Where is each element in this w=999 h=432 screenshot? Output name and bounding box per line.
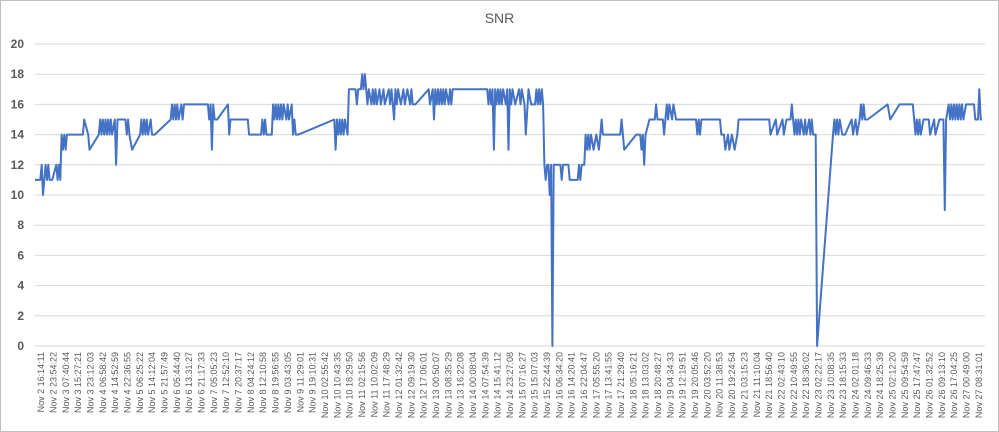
x-tick-label: Nov 13 16:22:08 xyxy=(456,352,466,418)
x-tick-label: Nov 3 23:12:03 xyxy=(86,352,96,413)
y-tick-label: 2 xyxy=(17,309,24,323)
x-tick-label: Nov 20 11:38:53 xyxy=(715,352,725,417)
x-tick-label: Nov 13 08:35:29 xyxy=(443,352,453,418)
y-tick-label: 10 xyxy=(11,188,25,202)
x-tick-label: Nov 22 18:36:02 xyxy=(801,352,811,418)
x-tick-label: Nov 5 21:57:49 xyxy=(160,352,170,413)
x-tick-label: Nov 6 21:17:33 xyxy=(197,352,207,413)
x-tick-label: Nov 16 14:20:41 xyxy=(567,352,577,418)
x-tick-label: Nov 19 04:34:33 xyxy=(665,352,675,418)
x-tick-label: Nov 3 15:27:21 xyxy=(73,352,83,413)
x-tick-label: Nov 25 02:12:20 xyxy=(887,352,897,418)
x-tick-label: Nov 17 13:41:55 xyxy=(604,352,614,418)
x-tick-label: Nov 25 09:54:59 xyxy=(900,352,910,418)
y-tick-label: 16 xyxy=(11,97,25,111)
x-tick-label: Nov 23 18:15:33 xyxy=(838,352,848,418)
x-tick-label: Nov 14 00:08:04 xyxy=(468,352,478,418)
x-tick-label: Nov 10 10:43:35 xyxy=(332,352,342,418)
x-tick-label: Nov 7 05:05:23 xyxy=(209,352,219,413)
x-tick-label: Nov 8 19:56:55 xyxy=(271,352,281,413)
x-tick-label: Nov 24 09:46:33 xyxy=(863,352,873,418)
y-tick-label: 8 xyxy=(17,218,24,232)
x-tick-label: Nov 7 12:52:10 xyxy=(221,352,231,413)
x-tick-label: Nov 6 13:31:27 xyxy=(184,352,194,413)
x-tick-label: Nov 16 06:34:20 xyxy=(554,352,564,418)
x-tick-label: Nov 21 03:15:23 xyxy=(739,352,749,418)
x-tick-label: Nov 15 22:44:39 xyxy=(542,352,552,418)
x-tick-label: Nov 5 14:12:04 xyxy=(147,352,157,413)
x-tick-label: Nov 6 05:44:40 xyxy=(172,352,182,413)
x-tick-label: Nov 9 19:10:31 xyxy=(308,352,318,413)
x-tick-label: Nov 21 11:10:04 xyxy=(752,352,762,417)
x-tick-label: Nov 2 23:54:22 xyxy=(49,352,59,413)
y-tick-label: 0 xyxy=(17,339,24,353)
x-tick-label: Nov 19 20:05:46 xyxy=(690,352,700,418)
y-tick-label: 18 xyxy=(11,67,25,81)
x-tick-label: Nov 12 17:06:01 xyxy=(419,352,429,418)
x-tick-label: Nov 24 02:01:18 xyxy=(850,352,860,418)
x-tick-label: Nov 12 01:32:42 xyxy=(394,352,404,418)
x-tick-label: Nov 26 17:04:25 xyxy=(949,352,959,418)
x-tick-label: Nov 11 10:02:09 xyxy=(369,352,379,417)
x-tick-label: Nov 22 10:49:55 xyxy=(789,352,799,418)
x-tick-label: Nov 5 06:25:22 xyxy=(135,352,145,413)
x-tick-label: Nov 18 05:16:21 xyxy=(628,352,638,418)
x-tick-label: Nov 17 21:29:40 xyxy=(616,352,626,418)
y-axis-ticks: 0 2 4 6 8 10 12 14 16 18 20 xyxy=(11,37,25,353)
x-tick-label: Nov 24 18:25:39 xyxy=(875,352,885,418)
x-tick-label: Nov 23 10:08:35 xyxy=(826,352,836,418)
x-tick-label: Nov 10 02:55:42 xyxy=(320,352,330,418)
x-tick-label: Nov 12 09:19:30 xyxy=(406,352,416,418)
x-tick-label: Nov 11 02:15:56 xyxy=(357,352,367,417)
x-tick-label: Nov 2 16:14:11 xyxy=(36,352,46,412)
x-tick-label: Nov 16 22:04:47 xyxy=(579,352,589,418)
x-tick-label: Nov 9 03:43:05 xyxy=(283,352,293,413)
x-tick-label: Nov 4 06:58:42 xyxy=(98,352,108,413)
x-tick-label: Nov 20 03:52:20 xyxy=(702,352,712,418)
y-tick-label: 4 xyxy=(17,279,24,293)
x-tick-label: Nov 8 04:24:12 xyxy=(246,352,256,413)
x-tick-label: Nov 13 00:50:07 xyxy=(431,352,441,418)
x-tick-label: Nov 19 12:19:51 xyxy=(678,352,688,418)
gridlines xyxy=(35,43,985,347)
x-tick-label: Nov 18 13:03:02 xyxy=(641,352,651,418)
x-tick-label: Nov 10 18:29:50 xyxy=(345,352,355,418)
x-axis-ticks: Nov 2 16:14:11 Nov 2 23:54:22 Nov 3 07:40:… xyxy=(36,352,984,418)
x-tick-label: Nov 11 17:48:29 xyxy=(382,352,392,417)
x-tick-label: Nov 26 09:13:10 xyxy=(937,352,947,418)
x-tick-label: Nov 23 02:22:17 xyxy=(813,352,823,418)
x-tick-label: Nov 27 00:49:00 xyxy=(961,352,971,418)
x-tick-label: Nov 4 22:36:55 xyxy=(123,352,133,413)
x-tick-label: Nov 14 07:54:39 xyxy=(480,352,490,418)
x-tick-label: Nov 9 11:29:01 xyxy=(295,352,305,412)
y-tick-label: 6 xyxy=(17,248,24,262)
y-tick-label: 20 xyxy=(11,37,25,51)
y-tick-label: 12 xyxy=(11,158,25,172)
x-tick-label: Nov 14 23:27:08 xyxy=(505,352,515,418)
x-tick-label: Nov 21 18:56:40 xyxy=(764,352,774,418)
snr-series-line xyxy=(35,73,982,347)
chart-title: SNR xyxy=(484,10,515,26)
x-tick-label: Nov 22 02:43:10 xyxy=(776,352,786,418)
x-tick-label: Nov 17 05:55:20 xyxy=(591,352,601,418)
x-tick-label: Nov 3 07:40:44 xyxy=(61,352,71,413)
x-tick-label: Nov 8 12:10:58 xyxy=(258,352,268,413)
x-tick-label: Nov 15 15:07:03 xyxy=(530,352,540,418)
x-tick-label: Nov 14 15:41:12 xyxy=(493,352,503,418)
x-tick-label: Nov 18 20:48:27 xyxy=(653,352,663,418)
x-tick-label: Nov 7 20:37:17 xyxy=(234,352,244,413)
x-tick-label: Nov 20 19:24:54 xyxy=(727,352,737,418)
x-tick-label: Nov 27 08:31:01 xyxy=(974,352,984,418)
x-tick-label: Nov 15 07:16:27 xyxy=(517,352,527,418)
x-tick-label: Nov 25 17:47:47 xyxy=(912,352,922,418)
x-tick-label: Nov 26 01:32:52 xyxy=(924,352,934,418)
x-tick-label: Nov 4 14:52:59 xyxy=(110,352,120,413)
y-tick-label: 14 xyxy=(11,128,25,142)
